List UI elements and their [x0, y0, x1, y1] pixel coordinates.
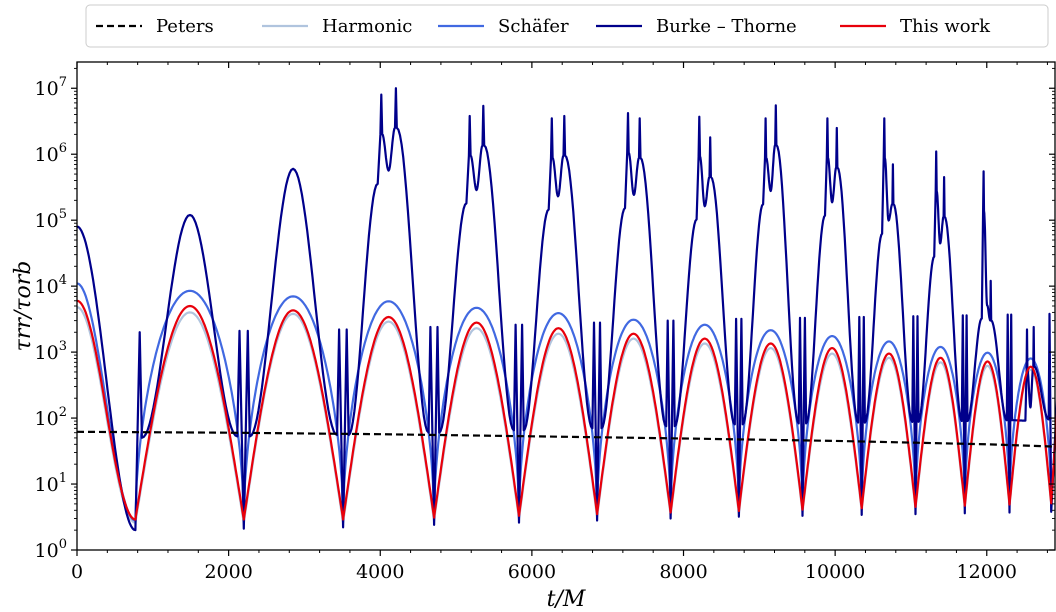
x-tick-label: 6000	[508, 561, 556, 583]
y-tick-label: 101	[35, 471, 67, 496]
legend: Peters Harmonic Schäfer Burke – Thorne This …	[85, 4, 1049, 48]
axes-layer: 0 2000 4000 6000 8000 10000 12000 100 101 102 103 1…	[35, 62, 1055, 583]
series-layer	[77, 87, 1056, 532]
x-tick-label: 10000	[805, 561, 865, 583]
x-tick-label: 2000	[204, 561, 252, 583]
x-tick-label: 4000	[356, 561, 404, 583]
plot-frame	[76, 61, 1056, 551]
x-tick-label: 0	[71, 561, 83, 583]
y-tick-label: 107	[35, 75, 67, 100]
y-tick-label: 105	[35, 207, 67, 232]
legend-label: Burke – Thorne	[656, 16, 797, 37]
series-line	[77, 87, 1056, 532]
legend-items: Peters Harmonic Schäfer Burke – Thorne This …	[96, 16, 991, 37]
legend-box	[85, 4, 1049, 48]
x-tick-label: 8000	[659, 561, 707, 583]
y-tick-label: 100	[35, 537, 67, 562]
series-line	[77, 299, 1056, 521]
y-tick-label: 106	[35, 141, 67, 166]
legend-label: Peters	[156, 16, 214, 37]
legend-label: Harmonic	[322, 16, 412, 37]
x-axis-label: t/M	[547, 587, 586, 612]
series-line	[77, 430, 1056, 448]
x-tick-label: 12000	[957, 561, 1017, 583]
legend-label: Schäfer	[498, 16, 569, 37]
y-tick-label: 104	[35, 273, 67, 298]
legend-label: This work	[900, 16, 991, 37]
y-tick-label: 102	[35, 405, 67, 430]
y-axis-label: τrr/τorb	[11, 261, 36, 352]
y-tick-label: 103	[35, 339, 67, 364]
